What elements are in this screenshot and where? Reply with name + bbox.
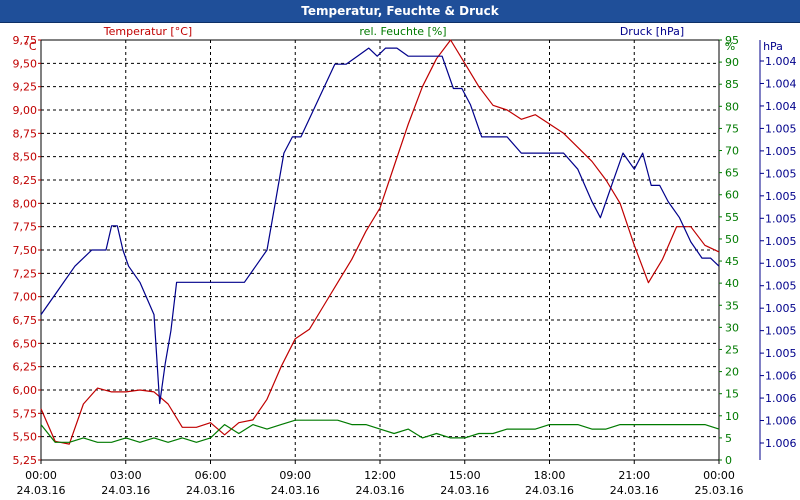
temp-tick-label: 5,50 bbox=[13, 431, 38, 444]
x-tick-date: 24.03.16 bbox=[525, 484, 574, 497]
hum-tick-label: 10 bbox=[725, 410, 739, 423]
series-lines bbox=[40, 39, 720, 445]
x-tick-time: 12:00 bbox=[364, 469, 396, 482]
hum-tick-label: 95 bbox=[725, 34, 739, 47]
x-tick-date: 24.03.16 bbox=[440, 484, 489, 497]
hum-tick-label: 70 bbox=[725, 145, 739, 158]
temp-tick-label: 8,00 bbox=[13, 197, 38, 210]
hum-tick-label: 60 bbox=[725, 189, 739, 202]
press-tick-label: 1.005 bbox=[765, 122, 797, 135]
temp-tick-label: 9,75 bbox=[13, 34, 38, 47]
x-tick-date: 24.03.16 bbox=[610, 484, 659, 497]
title-bar: Temperatur, Feuchte & Druck bbox=[0, 0, 800, 23]
x-tick-date: 24.03.16 bbox=[17, 484, 66, 497]
temp-tick-label: 6,25 bbox=[13, 361, 38, 374]
hum-tick-label: 20 bbox=[725, 366, 739, 379]
press-tick-label: 1.005 bbox=[765, 167, 797, 180]
hum-tick-label: 0 bbox=[725, 454, 732, 467]
temp-tick-label: 5,25 bbox=[13, 454, 38, 467]
x-tick-time: 06:00 bbox=[195, 469, 227, 482]
temp-tick-label: 8,25 bbox=[13, 174, 38, 187]
x-tick-date: 24.03.16 bbox=[186, 484, 235, 497]
hum-tick-label: 5 bbox=[725, 432, 732, 445]
press-tick-label: 1.005 bbox=[765, 280, 797, 293]
temp-tick-label: 8,50 bbox=[13, 151, 38, 164]
temp-tick-label: 9,25 bbox=[13, 81, 38, 94]
series-temp-line bbox=[40, 39, 720, 445]
temp-tick-label: 6,00 bbox=[13, 384, 38, 397]
press-tick-label: 1.005 bbox=[765, 257, 797, 270]
press-tick-label: 1.004 bbox=[765, 100, 797, 113]
x-tick-time: 09:00 bbox=[279, 469, 311, 482]
x-tick-time: 18:00 bbox=[534, 469, 566, 482]
legend-press: Druck [hPa] bbox=[620, 25, 684, 38]
x-tick-date: 24.03.16 bbox=[271, 484, 320, 497]
temp-tick-label: 7,25 bbox=[13, 267, 38, 280]
axis-labels: 5,25 5,50 5,75 6,00 6,25 6,50 6,75 7,00 7,25 7,50… bbox=[13, 25, 797, 497]
press-tick-label: 1.006 bbox=[765, 392, 797, 405]
temp-tick-label: 7,50 bbox=[13, 244, 38, 257]
series-press-line bbox=[40, 47, 720, 405]
series-hum-line bbox=[40, 419, 720, 443]
x-tick-date: 24.03.16 bbox=[101, 484, 150, 497]
hum-tick-label: 80 bbox=[725, 100, 739, 113]
legend-temp: Temperatur [°C] bbox=[103, 25, 192, 38]
x-tick-time: 15:00 bbox=[449, 469, 481, 482]
hum-tick-label: 30 bbox=[725, 321, 739, 334]
hum-tick-label: 50 bbox=[725, 233, 739, 246]
hum-tick-label: 65 bbox=[725, 167, 739, 180]
hum-tick-label: 15 bbox=[725, 388, 739, 401]
hum-tick-label: 75 bbox=[725, 122, 739, 135]
temp-tick-label: 9,50 bbox=[13, 57, 38, 70]
press-tick-label: 1.005 bbox=[765, 212, 797, 225]
press-tick-label: 1.004 bbox=[765, 55, 797, 68]
temp-tick-label: 5,75 bbox=[13, 407, 38, 420]
temp-tick-label: 6,75 bbox=[13, 314, 38, 327]
x-tick-time: 21:00 bbox=[618, 469, 650, 482]
press-tick-label: 1.005 bbox=[765, 145, 797, 158]
hum-tick-label: 85 bbox=[725, 78, 739, 91]
x-tick-time: 00:00 bbox=[703, 469, 735, 482]
legend-hum: rel. Feuchte [%] bbox=[359, 25, 446, 38]
press-tick-label: 1.005 bbox=[765, 235, 797, 248]
temp-tick-label: 8,75 bbox=[13, 127, 38, 140]
temp-tick-label: 9,00 bbox=[13, 104, 38, 117]
hum-tick-label: 90 bbox=[725, 56, 739, 69]
temp-tick-label: 6,50 bbox=[13, 337, 38, 350]
press-unit-label: hPa bbox=[763, 40, 783, 53]
hum-tick-label: 35 bbox=[725, 299, 739, 312]
hum-tick-label: 45 bbox=[725, 255, 739, 268]
press-tick-label: 1.006 bbox=[765, 437, 797, 450]
temp-unit-label: °C bbox=[23, 40, 37, 53]
press-tick-label: 1.005 bbox=[765, 190, 797, 203]
x-tick-time: 03:00 bbox=[110, 469, 142, 482]
x-tick-time: 00:00 bbox=[25, 469, 57, 482]
x-tick-date: 25.03.16 bbox=[695, 484, 744, 497]
chart-title: Temperatur, Feuchte & Druck bbox=[301, 4, 499, 18]
hum-tick-label: 40 bbox=[725, 277, 739, 290]
x-tick-date: 24.03.16 bbox=[356, 484, 405, 497]
hum-unit-label: % bbox=[725, 40, 735, 53]
press-tick-label: 1.005 bbox=[765, 347, 797, 360]
press-tick-label: 1.005 bbox=[765, 302, 797, 315]
press-tick-label: 1.004 bbox=[765, 77, 797, 90]
press-tick-label: 1.006 bbox=[765, 415, 797, 428]
temp-tick-label: 7,00 bbox=[13, 291, 38, 304]
press-tick-label: 1.006 bbox=[765, 370, 797, 383]
temp-tick-label: 7,75 bbox=[13, 221, 38, 234]
hum-tick-label: 25 bbox=[725, 343, 739, 356]
hum-tick-label: 55 bbox=[725, 211, 739, 224]
press-tick-label: 1.005 bbox=[765, 325, 797, 338]
